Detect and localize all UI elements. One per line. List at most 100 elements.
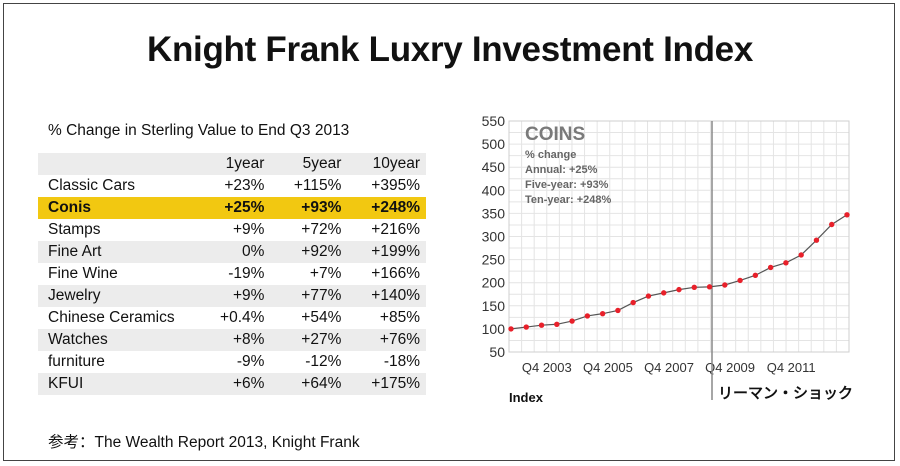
table-subtitle: % Change in Sterling Value to End Q3 201… [48, 122, 350, 139]
source-note: 参考：The Wealth Report 2013, Knight Frank [48, 434, 360, 451]
row-label: KFUI [48, 375, 84, 392]
row-value-1year: 0% [242, 243, 265, 260]
row-value-10year: +175% [371, 375, 420, 392]
data-point [691, 284, 697, 291]
row-value-5year: +64% [301, 375, 342, 392]
table-row: Classic Cars +23% +115% +395% [38, 175, 426, 197]
row-value-10year: +216% [371, 221, 420, 238]
data-point [722, 282, 728, 288]
chart-annotation-line: Annual: +25% [525, 164, 598, 176]
data-point [615, 307, 621, 314]
x-tick-label: Q4 2007 [644, 360, 694, 375]
row-label: Watches [48, 331, 108, 348]
table-row: KFUI +6% +64% +175% [38, 373, 426, 395]
y-tick-label: 400 [482, 182, 506, 198]
data-point [829, 221, 835, 228]
table-header-row: 1year 5year 10year [38, 153, 426, 175]
y-tick-label: 450 [482, 159, 506, 175]
row-value-1year: +25% [224, 199, 265, 216]
y-tick-label: 250 [482, 252, 506, 268]
index-table: 1year 5year 10year Classic Cars +23% +115%… [38, 153, 426, 395]
data-point [569, 318, 575, 324]
row-value-10year: +140% [371, 287, 420, 304]
row-label: Chinese Ceramics [48, 309, 175, 326]
data-point [798, 252, 804, 258]
table-row: Stamps +9% +72% +216% [38, 219, 426, 241]
data-point [584, 313, 591, 319]
row-value-5year: +77% [301, 287, 342, 304]
row-value-10year: +76% [379, 331, 420, 348]
data-point [661, 290, 667, 296]
data-point [630, 299, 636, 306]
data-point [508, 326, 514, 332]
row-value-10year: +85% [379, 309, 420, 326]
y-tick-label: 100 [482, 321, 506, 337]
row-label: Conis [48, 199, 92, 216]
row-value-5year: +7% [309, 265, 342, 282]
row-label: Jewelry [48, 287, 101, 304]
row-value-1year: +9% [232, 287, 265, 304]
data-point [737, 277, 743, 284]
y-tick-label: 500 [482, 136, 506, 152]
row-value-5year: +54% [301, 309, 342, 326]
data-point [783, 260, 789, 266]
table-row: Watches +8% +27% +76% [38, 329, 426, 351]
data-point [676, 286, 682, 293]
event-marker-label: リーマン・ショック [718, 384, 853, 402]
row-value-10year: +395% [371, 177, 420, 194]
row-value-10year: +199% [371, 243, 420, 260]
row-label: Classic Cars [48, 177, 135, 194]
row-value-10year: +248% [371, 199, 420, 216]
table-row: Jewelry +9% +77% +140% [38, 285, 426, 307]
y-tick-label: 300 [482, 229, 506, 245]
table-row: Chinese Ceramics +0.4% +54% +85% [38, 307, 426, 329]
y-axis-label: Index [509, 390, 544, 405]
chart-annotation-line: % change [525, 149, 576, 161]
data-point [554, 321, 560, 327]
x-tick-label: Q4 2005 [583, 360, 633, 375]
table-row: Fine Art 0% +92% +199% [38, 241, 426, 263]
x-tick-label: Q4 2011 [767, 360, 816, 375]
row-value-5year: +92% [301, 243, 342, 260]
table-row: furniture -9% -12% -18% [38, 351, 426, 373]
row-value-5year: -12% [305, 353, 342, 370]
row-value-5year: +115% [293, 177, 342, 194]
row-value-1year: -9% [236, 353, 265, 370]
chart-annotation-line: Ten-year: +248% [525, 194, 612, 206]
x-tick-label: Q4 2003 [522, 360, 572, 375]
y-tick-label: 50 [489, 344, 505, 360]
column-header-5year: 5year [302, 155, 342, 172]
row-label: Fine Art [48, 243, 102, 260]
row-label: Fine Wine [48, 265, 118, 282]
row-value-5year: +27% [301, 331, 342, 348]
row-value-1year: +9% [232, 221, 265, 238]
figure-frame [3, 3, 895, 461]
data-point [706, 284, 713, 290]
data-point [813, 237, 820, 243]
plot-area [508, 120, 850, 353]
y-tick-label: 150 [482, 298, 506, 314]
row-value-10year: -18% [383, 353, 420, 370]
y-tick-label: 200 [482, 275, 506, 291]
column-header-10year: 10year [372, 155, 420, 172]
row-value-5year: +72% [301, 221, 342, 238]
row-value-1year: +8% [232, 331, 265, 348]
coins-chart: 50 100 150 200 250 300 350 400 450 500 550 Q4 2003 Q… [482, 113, 853, 405]
data-point [523, 324, 529, 330]
series-line [510, 214, 848, 330]
row-value-1year: +6% [232, 375, 265, 392]
row-value-1year: +23% [224, 177, 265, 194]
column-header-1year: 1year [225, 155, 265, 172]
row-value-1year: +0.4% [220, 309, 265, 326]
y-tick-label: 350 [482, 205, 506, 221]
chart-title: COINS [525, 124, 585, 145]
data-point [645, 293, 652, 299]
row-value-1year: -19% [228, 265, 265, 282]
page-title: Knight Frank Luxry Investment Index [147, 30, 753, 69]
table-row: Fine Wine -19% +7% +166% [38, 263, 426, 285]
row-label: Stamps [48, 221, 101, 238]
x-tick-label: Q4 2009 [705, 360, 755, 375]
data-point [752, 272, 759, 279]
data-point [767, 264, 774, 271]
data-point [538, 322, 545, 328]
